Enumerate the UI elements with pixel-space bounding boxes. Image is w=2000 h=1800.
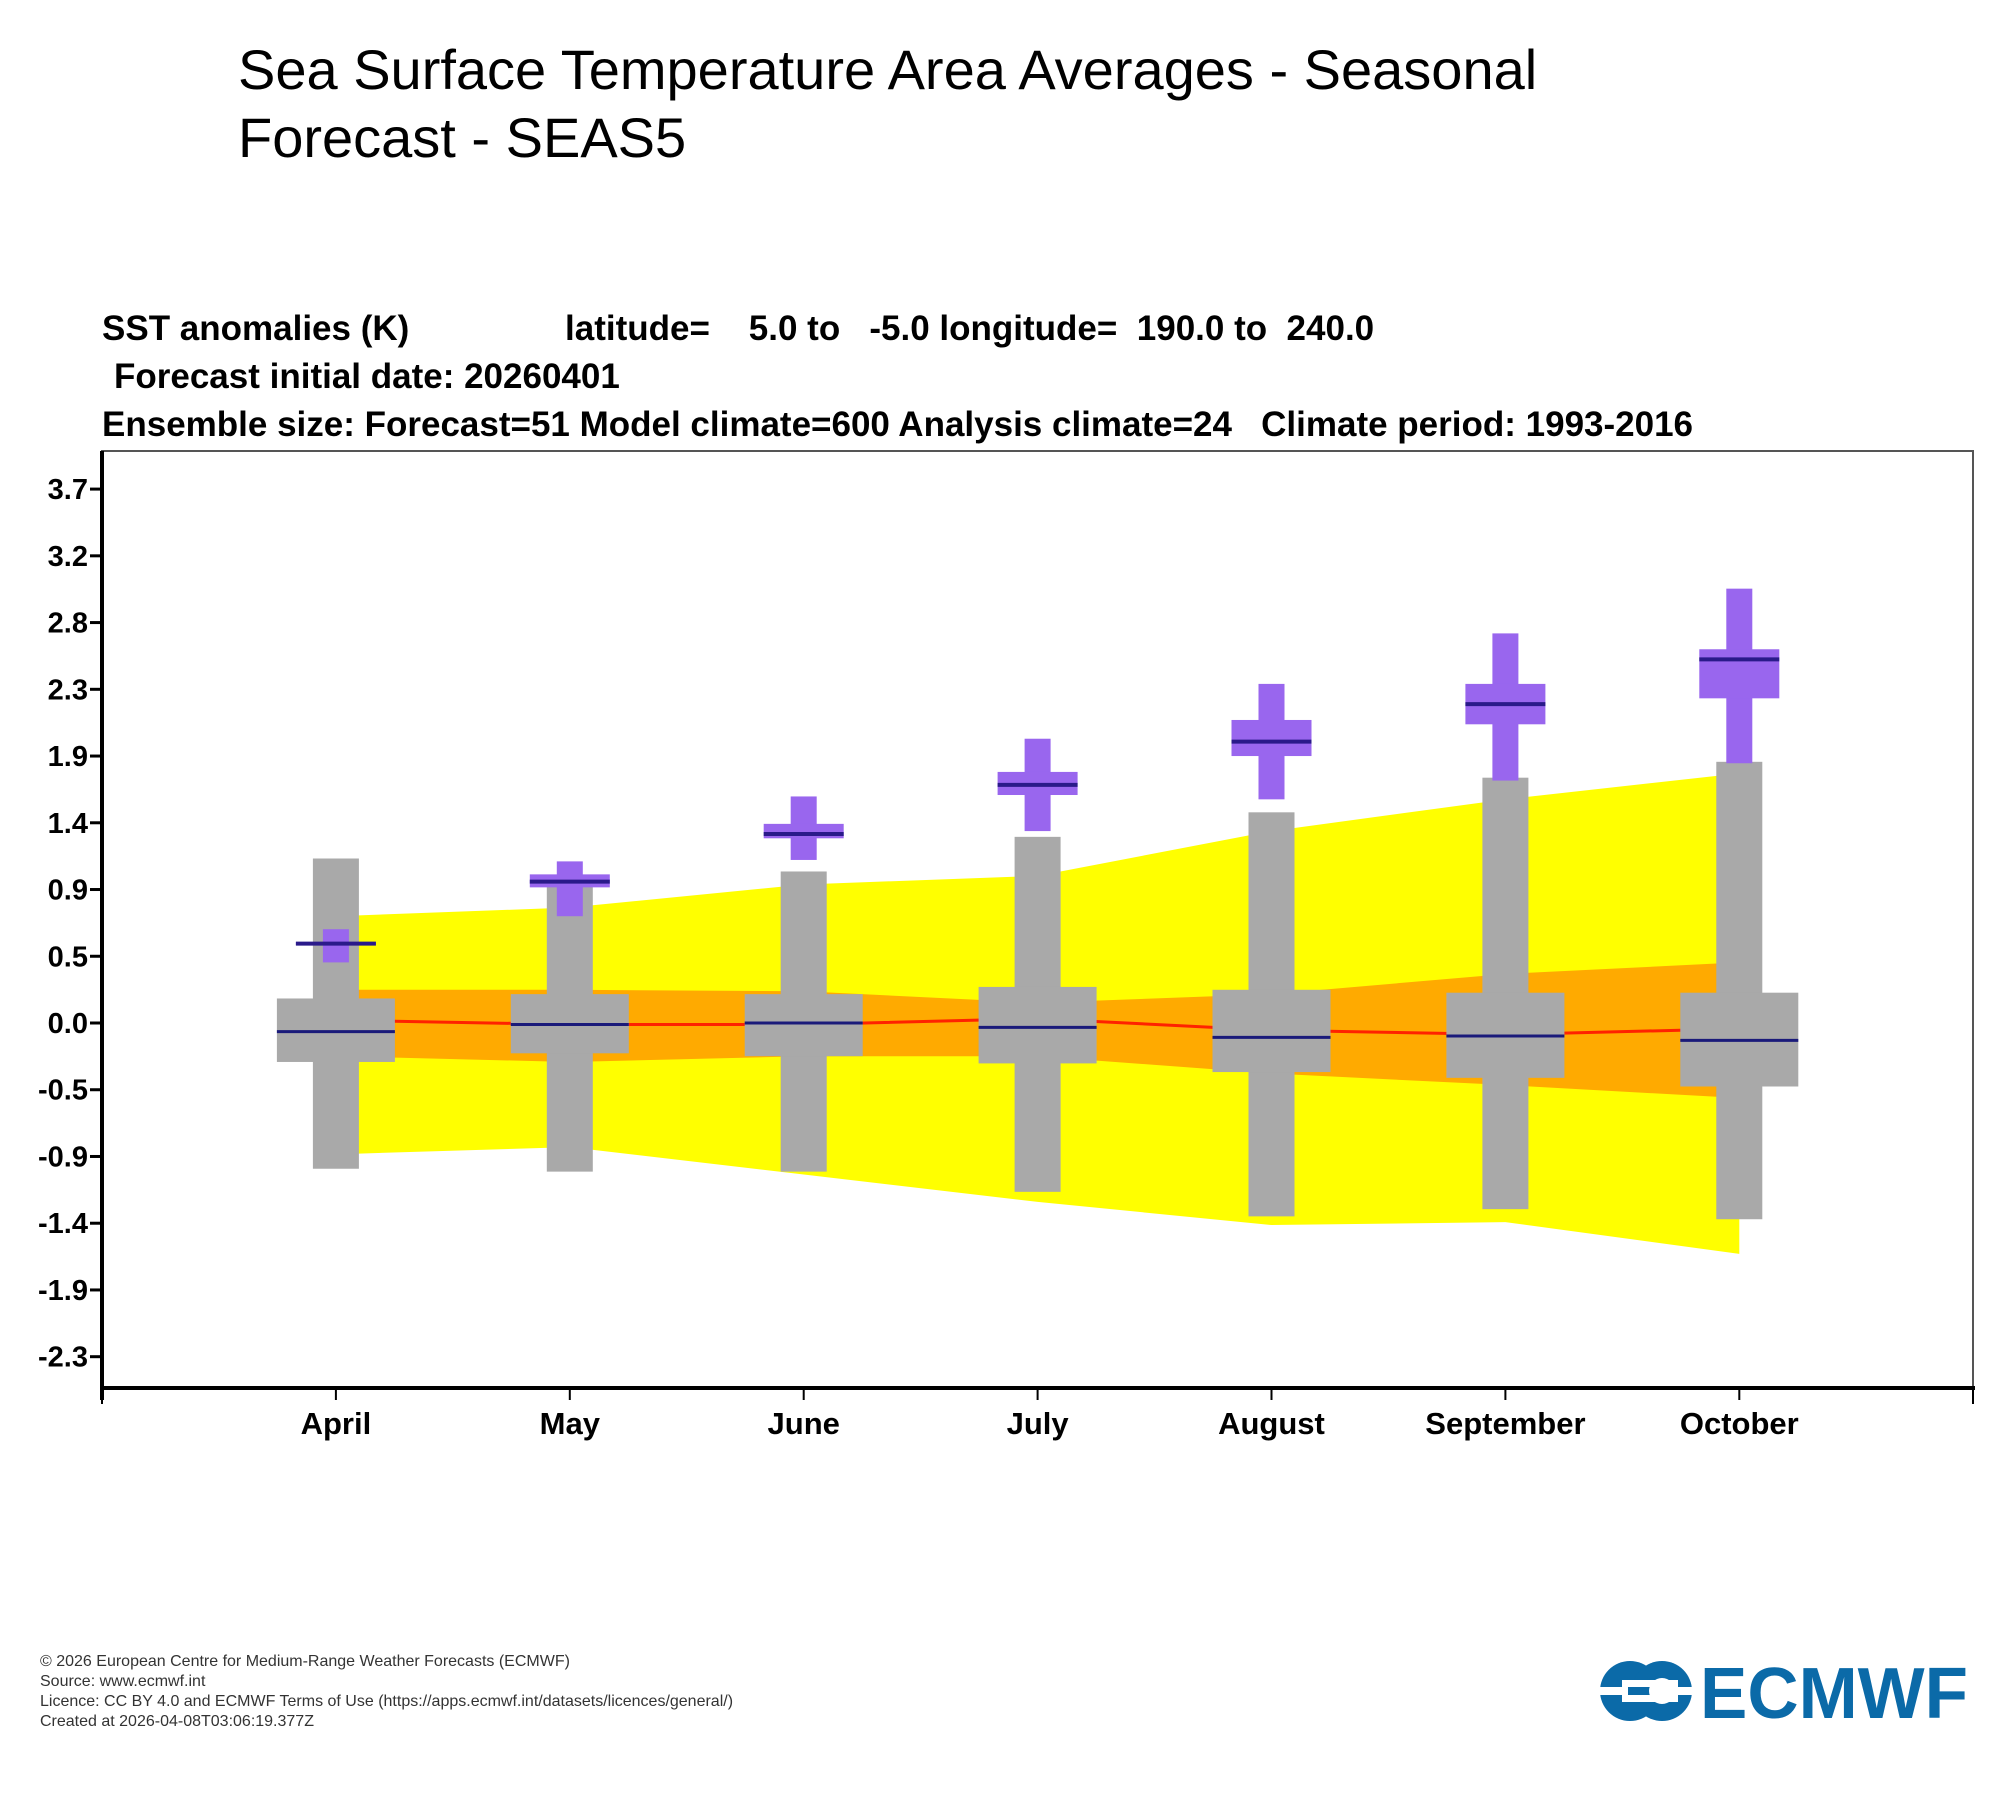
y-tick-label: -1.4 (38, 1208, 88, 1240)
y-tick-label: 3.7 (48, 474, 88, 506)
y-tick-label: -2.3 (38, 1342, 88, 1374)
ecmwf-emblem-icon (1600, 1661, 1694, 1721)
y-tick-label: 0.9 (48, 875, 88, 907)
y-tick-label: 2.8 (48, 608, 88, 640)
logo-text: ECMWF (1700, 1658, 1968, 1724)
y-tick-label: 1.9 (48, 741, 88, 773)
y-tick-label: -0.5 (38, 1075, 88, 1107)
header-region: latitude= 5.0 to -5.0 longitude= 190.0 t… (565, 309, 1374, 348)
box-plots (276, 588, 1799, 1220)
model-climate-iqr (1212, 989, 1331, 1073)
y-tick-label: 2.3 (48, 674, 88, 706)
forecast-whisker (556, 861, 583, 917)
forecast-box-may (529, 861, 610, 917)
header-ensemble: Ensemble size: Forecast=51 Model climate… (102, 405, 1693, 444)
forecast-iqr (1231, 719, 1312, 757)
forecast-box-april (295, 929, 376, 963)
y-tick-label: -1.9 (38, 1275, 88, 1307)
x-tick-label-may: May (540, 1406, 601, 1441)
y-tick-label: 0.0 (48, 1008, 88, 1040)
x-ticks: April May June July August September October (101, 1388, 1974, 1441)
x-tick-label-october: October (1680, 1406, 1799, 1441)
model-climate-box-april (276, 858, 395, 1169)
x-tick-label-july: July (1007, 1406, 1070, 1441)
forecast-iqr (763, 823, 844, 839)
x-tick-label-april: April (301, 1406, 372, 1441)
forecast-whisker (322, 929, 349, 963)
model-climate-box-june (744, 871, 863, 1172)
forecast-box-august (1231, 683, 1312, 800)
model-climate-box-july (978, 836, 1097, 1192)
header-variable: SST anomalies (K) (102, 309, 409, 348)
ecmwf-logo: ECMWF (1600, 1658, 1968, 1724)
footer-source: Source: www.ecmwf.int (40, 1673, 206, 1690)
forecast-box-october (1699, 588, 1780, 764)
x-tick-label-august: August (1218, 1406, 1325, 1441)
header-initial-date: Forecast initial date: 20260401 (114, 357, 620, 396)
x-tick-label-september: September (1425, 1406, 1585, 1441)
page-title: Sea Surface Temperature Area Averages - … (238, 38, 1538, 169)
footer-licence: Licence: CC BY 4.0 and ECMWF Terms of Us… (40, 1693, 734, 1710)
forecast-box-september (1465, 633, 1546, 781)
footer: © 2026 European Centre for Medium-Range … (40, 1652, 733, 1732)
model-climate-box-may (510, 885, 629, 1172)
forecast-iqr (1699, 649, 1780, 699)
y-tick-label: 3.2 (48, 541, 88, 573)
y-ticks: 3.7 3.2 2.8 2.3 1.9 1.4 0.9 0.5 0.0 -0.5 -0.9 -1.4 -… (38, 474, 102, 1374)
forecast-box-july (997, 738, 1078, 832)
model-climate-iqr (744, 994, 863, 1057)
model-climate-iqr (978, 986, 1097, 1064)
y-tick-label: -0.9 (38, 1141, 88, 1173)
footer-copyright: © 2026 European Centre for Medium-Range … (40, 1653, 570, 1670)
footer-created: Created at 2026-04-08T03:06:19.377Z (40, 1713, 314, 1730)
model-climate-whisker (1716, 761, 1763, 1220)
y-tick-label: 1.4 (48, 808, 88, 840)
x-tick-label-june: June (768, 1406, 840, 1441)
model-climate-box-october (1680, 761, 1799, 1220)
forecast-box-june (763, 796, 844, 860)
model-climate-box-september (1446, 777, 1565, 1210)
model-climate-box-august (1212, 812, 1331, 1217)
y-tick-label: 0.5 (48, 941, 88, 973)
